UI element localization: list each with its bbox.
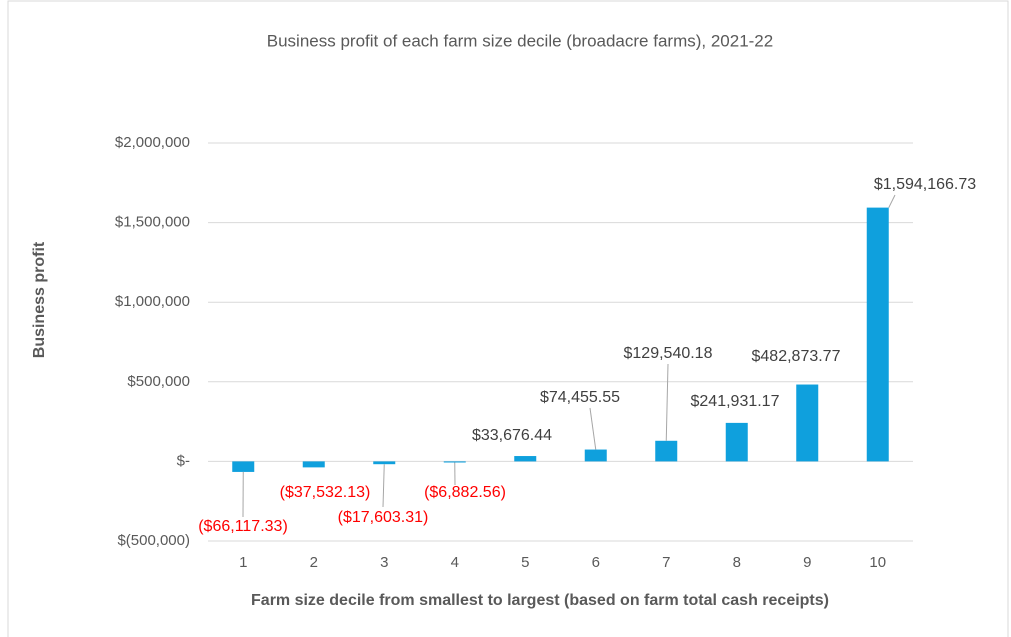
- y-tick-label: $(500,000): [117, 532, 190, 549]
- data-label: ($17,603.31): [338, 509, 429, 526]
- y-tick-label: $1,500,000: [115, 214, 190, 231]
- data-label: ($6,882.56): [424, 484, 506, 501]
- leader-line: [665, 363, 669, 441]
- data-label: $33,676.44: [472, 427, 552, 444]
- bar: [655, 440, 678, 462]
- x-tick-label: 4: [451, 554, 459, 571]
- bar: [373, 461, 396, 465]
- leader-line: [382, 464, 385, 508]
- bar: [302, 461, 325, 468]
- x-tick-label: 8: [733, 554, 741, 571]
- data-label: $241,931.17: [691, 393, 780, 410]
- y-tick-label: $-: [177, 452, 190, 469]
- y-tick-label: $1,000,000: [115, 293, 190, 310]
- x-tick-label: 6: [592, 554, 600, 571]
- x-tick-label: 10: [869, 554, 886, 571]
- data-label: $1,594,166.73: [874, 176, 976, 193]
- x-tick-label: 7: [662, 554, 670, 571]
- bar: [443, 461, 466, 463]
- chart-title: Business profit of each farm size decile…: [267, 31, 773, 50]
- bar: [796, 384, 819, 462]
- data-label: $129,540.18: [624, 345, 713, 362]
- y-tick-label: $2,000,000: [115, 134, 190, 151]
- data-label: ($66,117.33): [198, 518, 288, 535]
- bar: [584, 449, 607, 462]
- chart-border: [7, 0, 1009, 637]
- bar: [232, 461, 255, 472]
- x-tick-label: 3: [380, 554, 388, 571]
- bar: [514, 456, 537, 462]
- data-label: $74,455.55: [540, 389, 620, 406]
- bar: [725, 422, 748, 462]
- y-tick-label: $500,000: [127, 373, 190, 390]
- leader-line: [589, 407, 597, 450]
- x-tick-label: 5: [521, 554, 529, 571]
- y-axis-label: Business profit: [31, 241, 48, 358]
- data-label: $482,873.77: [752, 348, 841, 365]
- x-tick-label: 2: [310, 554, 318, 571]
- x-tick-label: 1: [239, 554, 247, 571]
- bar: [866, 207, 889, 462]
- leader-line: [888, 194, 896, 208]
- x-tick-label: 9: [803, 554, 811, 571]
- x-axis-label: Farm size decile from smallest to larges…: [251, 592, 829, 609]
- data-label: ($37,532.13): [280, 484, 371, 501]
